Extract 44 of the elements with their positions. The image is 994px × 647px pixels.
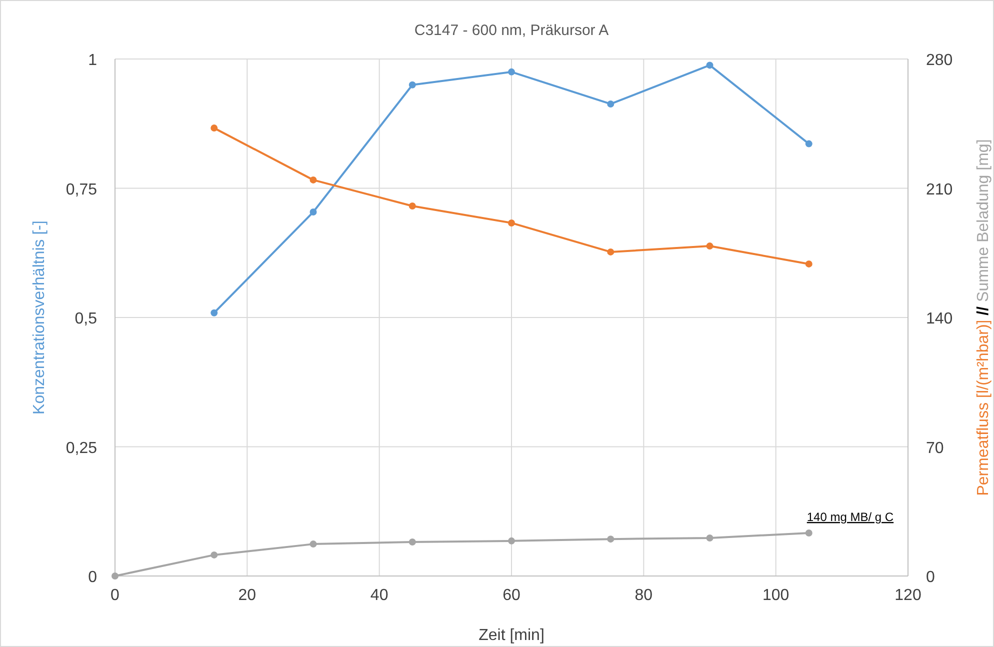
point (112, 572, 118, 580)
point (607, 536, 614, 543)
y-tick-label: 0,5 (74, 310, 98, 328)
y-tick-label: 0,25 (66, 440, 98, 457)
point (607, 100, 614, 108)
y2-tick-label: 70 (926, 440, 944, 457)
point (310, 176, 317, 184)
x-axis-title: Zeit [min] (478, 627, 544, 644)
point (508, 537, 515, 544)
y-tick-label: 0,75 (66, 181, 98, 198)
x-tick-label: 120 (894, 587, 922, 604)
point (805, 529, 812, 536)
point (508, 219, 515, 226)
y-axis-title: Konzentrationsverhältnis [-] (31, 220, 48, 414)
point (210, 124, 218, 132)
x-tick-label: 100 (762, 587, 790, 604)
point (408, 81, 416, 88)
y-tick-label: 1 (88, 52, 98, 69)
y2-tick-label: 140 (926, 310, 953, 328)
point (706, 62, 714, 69)
y2-axis-title: Permeatfluss [l/(m²hbar)] // Summe Beladung [mg] (975, 139, 992, 496)
point (210, 309, 218, 316)
point (706, 534, 714, 542)
point (805, 260, 812, 268)
x-tick-label: 40 (370, 587, 388, 604)
point (408, 538, 416, 546)
y-tick-label: 0 (88, 569, 98, 586)
point (805, 140, 812, 148)
point (508, 68, 515, 76)
x-tick-label: 80 (634, 587, 653, 604)
point (706, 242, 714, 250)
point (408, 202, 416, 210)
point (210, 551, 218, 558)
annotation: 140 mg MB/ g C (806, 510, 894, 524)
y2-tick-label: 0 (926, 569, 935, 586)
point (607, 248, 614, 256)
x-tick-label: 60 (502, 587, 520, 604)
y2-tick-label: 210 (926, 181, 953, 198)
chart-title: C3147 - 600 nm, Präkursor A (414, 22, 609, 39)
point (310, 540, 317, 548)
y2-tick-label: 280 (926, 52, 953, 69)
x-tick-label: 0 (110, 587, 120, 604)
x-tick-label: 20 (238, 587, 256, 604)
point (310, 208, 317, 216)
